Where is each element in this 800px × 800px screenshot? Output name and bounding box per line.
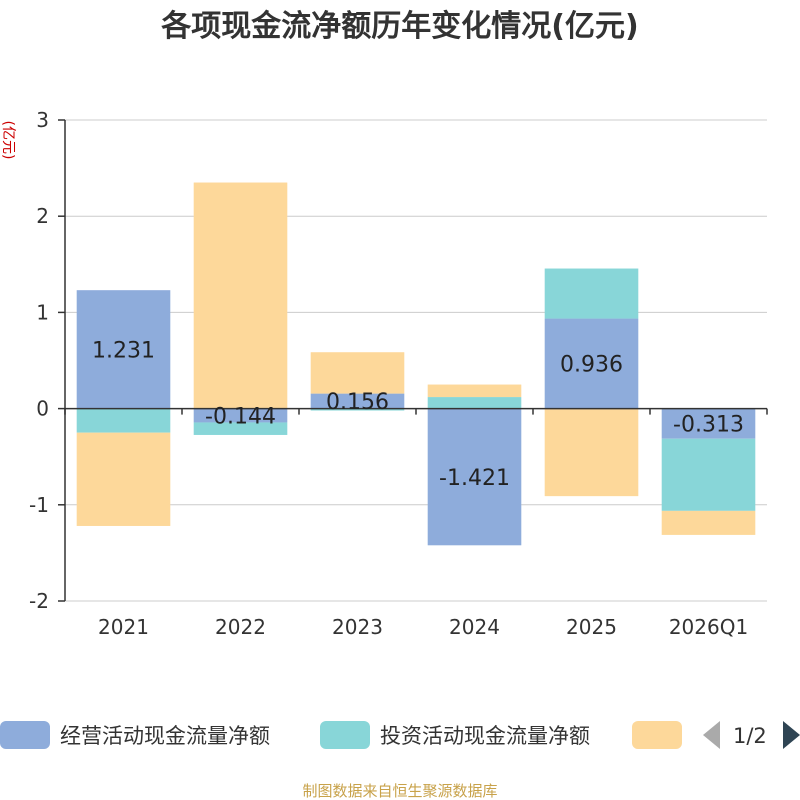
x-tick-label: 2022 (215, 615, 266, 639)
data-label: -0.313 (673, 413, 744, 438)
data-label: 1.231 (92, 338, 155, 363)
legend-next-icon[interactable] (783, 721, 800, 749)
bar-series-0-2026Q1[interactable] (661, 408, 756, 439)
y-tick-label: 3 (36, 108, 49, 132)
y-tick-label: -2 (29, 589, 49, 613)
y-tick-label: 2 (36, 204, 49, 228)
bar-series-0-2023[interactable] (310, 393, 405, 409)
x-tick-label: 2025 (566, 615, 617, 639)
legend-prev-icon[interactable] (703, 721, 720, 749)
x-tick-label: 2026Q1 (669, 615, 748, 639)
bar-series-1-2021[interactable] (76, 408, 171, 433)
x-tick-label: 2023 (332, 615, 383, 639)
bar-series-2-2023[interactable] (310, 352, 405, 394)
axes (64, 120, 768, 601)
bar-series-1-2024[interactable] (427, 397, 522, 409)
bar-series-2-2026Q1[interactable] (661, 510, 756, 535)
bar-series-0-2021[interactable] (76, 290, 171, 409)
y-tick-label: 1 (36, 300, 49, 324)
y-axis-label: (亿元) (0, 121, 16, 160)
bar-series-2-2025[interactable] (544, 408, 639, 497)
gridlines (58, 119, 767, 602)
bar-series-0-2022[interactable] (193, 408, 288, 423)
legend-swatch-financing[interactable] (632, 721, 682, 749)
chart-title: 各项现金流净额历年变化情况(亿元) (160, 9, 638, 44)
y-tick-label: 0 (36, 397, 49, 421)
bar-series-1-2023[interactable] (310, 408, 405, 411)
data-label: 0.156 (326, 390, 389, 415)
tick-labels: -2 -1 0 1 2 3 2021 2022 2023 2024 2025 2026Q1 (29, 108, 748, 639)
data-labels: 1.231 -0.144 0.156 -1.421 0.936 -0.313 (92, 338, 744, 491)
legend-page-indicator: 1/2 (733, 724, 767, 748)
bar-series-2-2022[interactable] (193, 182, 288, 409)
bar-series-2-2021[interactable] (76, 432, 171, 526)
source-note: 制图数据来自恒生聚源数据库 (302, 782, 497, 800)
legend-label-operating[interactable]: 经营活动现金流量净额 (60, 724, 270, 748)
x-tick-label: 2024 (449, 615, 500, 639)
bar-series-1-2022[interactable] (193, 422, 288, 435)
legend: 经营活动现金流量净额 投资活动现金流量净额 1/2 (0, 721, 800, 749)
bar-series-1-2025[interactable] (544, 268, 639, 319)
data-label: -0.144 (205, 405, 276, 430)
y-tick-label: -1 (29, 493, 49, 517)
bar-series-2-2024[interactable] (427, 384, 522, 398)
bar-series-1-2026Q1[interactable] (661, 438, 756, 511)
bar-series-0-2024[interactable] (427, 408, 522, 546)
x-tick-label: 2021 (98, 615, 149, 639)
legend-label-investing[interactable]: 投资活动现金流量净额 (380, 724, 590, 748)
bars (76, 182, 756, 546)
data-label: -1.421 (439, 466, 510, 491)
data-label: 0.936 (560, 353, 623, 378)
bar-series-0-2025[interactable] (544, 318, 639, 409)
legend-swatch-investing[interactable] (320, 721, 370, 749)
legend-swatch-operating[interactable] (0, 721, 50, 749)
